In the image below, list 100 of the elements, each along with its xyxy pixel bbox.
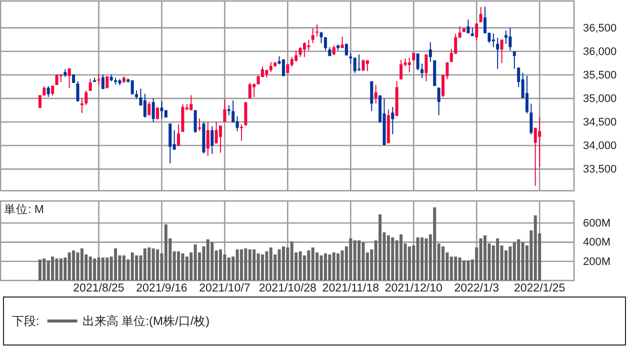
bar — [362, 242, 365, 280]
x-tick-label: 2021/10/28 — [258, 282, 316, 295]
bar — [260, 254, 264, 280]
bar — [51, 256, 54, 280]
candlestick — [483, 6, 486, 34]
bar — [336, 253, 340, 280]
bar — [97, 258, 100, 280]
x-tick-label: 2021/9/16 — [136, 282, 188, 295]
candlestick — [248, 82, 252, 99]
candlestick — [525, 75, 528, 114]
candlestick — [101, 74, 104, 90]
bar — [252, 249, 256, 280]
bar — [521, 242, 524, 280]
bar — [340, 250, 344, 280]
y-tick-label: 36,000 — [583, 46, 617, 58]
bar — [454, 256, 458, 280]
candlestick — [148, 101, 151, 116]
candlestick — [84, 90, 88, 106]
bar — [298, 251, 302, 280]
candlestick — [362, 58, 365, 72]
bar — [517, 239, 520, 280]
bar — [210, 242, 214, 280]
bar — [458, 258, 462, 280]
bar — [80, 248, 84, 280]
y-tick-label: 400M — [583, 236, 611, 249]
bar — [240, 249, 243, 280]
bar — [46, 260, 50, 280]
bar — [88, 256, 92, 280]
bar — [358, 240, 361, 280]
bar — [416, 237, 420, 280]
candlestick — [424, 54, 428, 82]
bar — [248, 249, 252, 280]
bar — [353, 240, 356, 280]
bar — [290, 241, 294, 280]
x-tick-label: 2021/12/10 — [384, 282, 442, 295]
bar — [483, 235, 486, 280]
candlestick — [316, 24, 319, 38]
bar — [114, 248, 118, 280]
candlestick — [311, 28, 314, 44]
bar — [269, 247, 272, 280]
bar — [391, 237, 394, 280]
bar — [164, 224, 168, 280]
candlestick — [38, 94, 42, 108]
y-tick-label: 33,500 — [583, 164, 617, 176]
bar — [307, 250, 310, 280]
bar — [72, 250, 76, 280]
bar — [534, 215, 537, 280]
bar — [156, 249, 160, 280]
bar — [378, 214, 382, 280]
bar — [349, 238, 352, 280]
x-tick-label: 2021/10/7 — [199, 282, 250, 295]
bar — [68, 252, 71, 280]
bar — [130, 252, 134, 280]
bar — [227, 258, 230, 280]
candlestick — [530, 103, 533, 135]
bar — [244, 248, 248, 280]
bar — [433, 207, 436, 280]
candlestick — [302, 42, 306, 58]
bar — [278, 249, 281, 280]
candlestick — [194, 110, 197, 134]
candlestick — [324, 36, 327, 51]
candlestick — [143, 93, 146, 118]
bar — [320, 255, 323, 280]
candlestick — [168, 123, 172, 164]
bar — [324, 253, 327, 280]
bar — [256, 253, 260, 280]
bar — [106, 258, 109, 280]
bar — [408, 246, 411, 280]
bar — [122, 255, 126, 280]
bar — [332, 252, 336, 280]
bar — [152, 248, 155, 280]
bar — [424, 238, 428, 280]
bar — [101, 258, 104, 280]
candlestick — [227, 104, 230, 116]
bar — [311, 247, 314, 280]
bar — [76, 252, 80, 280]
bar — [386, 235, 390, 280]
candlestick — [223, 98, 226, 122]
bar — [512, 242, 516, 280]
bar — [400, 234, 403, 280]
bar — [194, 244, 197, 280]
bar — [42, 258, 46, 280]
bar — [508, 246, 512, 280]
x-tick-label: 2021/8/25 — [73, 282, 124, 295]
bar — [177, 251, 180, 280]
candlestick — [51, 85, 54, 96]
candlestick — [190, 94, 193, 111]
y-tick-label: 34,000 — [583, 140, 617, 152]
bar — [450, 256, 453, 280]
bar — [55, 258, 58, 280]
candlestick — [298, 46, 302, 58]
bar — [93, 258, 96, 280]
candlestick — [492, 32, 495, 48]
bar — [236, 249, 239, 280]
candlestick — [353, 57, 356, 74]
bar — [185, 256, 188, 280]
bar — [143, 248, 146, 280]
candlestick — [416, 52, 420, 71]
candlestick — [88, 78, 92, 92]
candlestick — [210, 126, 214, 154]
